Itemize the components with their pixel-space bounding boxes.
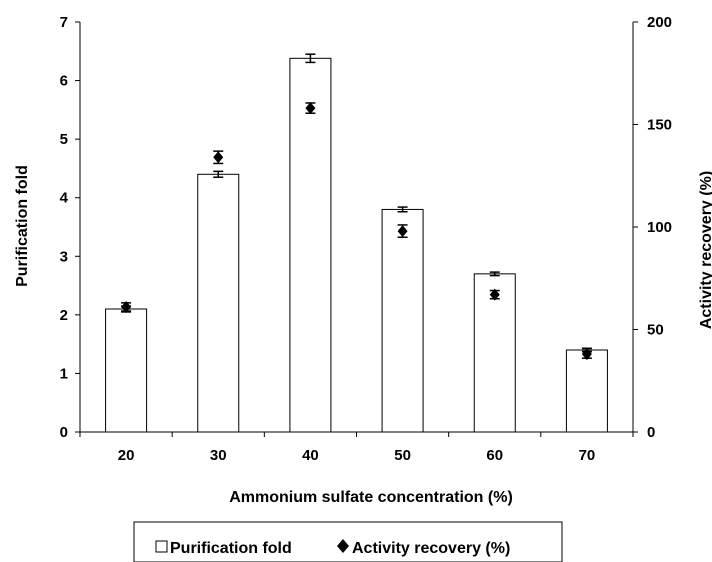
legend-box: [133, 521, 563, 562]
point-30: [213, 151, 224, 164]
point-60: [489, 288, 500, 301]
y-tick-label: 6: [60, 73, 68, 90]
point-70: [581, 348, 592, 361]
point-20: [121, 300, 132, 313]
y2-tick-label: 150: [647, 117, 672, 134]
y2-tick-label: 50: [647, 322, 664, 339]
x-axis-title: Ammonium sulfate concentration (%): [229, 489, 513, 506]
legend: Purification fold Activity recovery (%): [133, 521, 563, 562]
point-40: [305, 102, 316, 115]
x-tick-label: 30: [210, 447, 227, 464]
y2-tick-label: 0: [647, 424, 655, 441]
bar-error-40: [305, 53, 316, 64]
bar-70: [565, 349, 608, 433]
x-tick-label: 40: [302, 447, 319, 464]
y-tick-label: 5: [60, 131, 68, 148]
y2-tick-label: 200: [647, 14, 672, 31]
y-tick-label: 2: [60, 307, 68, 324]
y-tick-label: 3: [60, 248, 68, 265]
y2-tick-label: 100: [647, 219, 672, 236]
y-tick-label: 7: [60, 14, 68, 31]
x-tick-label: 60: [486, 447, 503, 464]
bar-error-50: [397, 206, 408, 213]
bar-20: [105, 308, 148, 433]
bar-40: [289, 57, 332, 433]
x-tick-label: 50: [394, 447, 411, 464]
point-50: [397, 225, 408, 238]
x-tick-label: 70: [579, 447, 596, 464]
bar-error-60: [489, 271, 500, 277]
legend-label-purification-fold: Purification fold: [170, 540, 292, 557]
x-tick-label: 20: [118, 447, 135, 464]
x-axis-ticks: 20 30 40 50 60 70: [79, 432, 634, 464]
plot-area: [79, 22, 634, 433]
y2-axis-ticks: 0 50 100 150 200: [633, 14, 672, 441]
legend-diamond-marker: [337, 539, 349, 553]
y-axis-ticks: 0 1 2 3 4 5 6 7: [60, 14, 80, 441]
y-axis-title: Purification fold: [14, 165, 31, 287]
y-tick-label: 0: [60, 424, 68, 441]
legend-label-activity-recovery: Activity recovery (%): [352, 540, 510, 557]
bar-30: [197, 173, 240, 433]
y-tick-label: 1: [60, 365, 68, 382]
legend-bar-swatch: [155, 540, 168, 553]
bar-error-30: [213, 170, 224, 178]
y-tick-label: 4: [60, 190, 69, 207]
y2-axis-title: Activity recovery (%): [698, 171, 712, 329]
bar-50: [381, 208, 424, 433]
